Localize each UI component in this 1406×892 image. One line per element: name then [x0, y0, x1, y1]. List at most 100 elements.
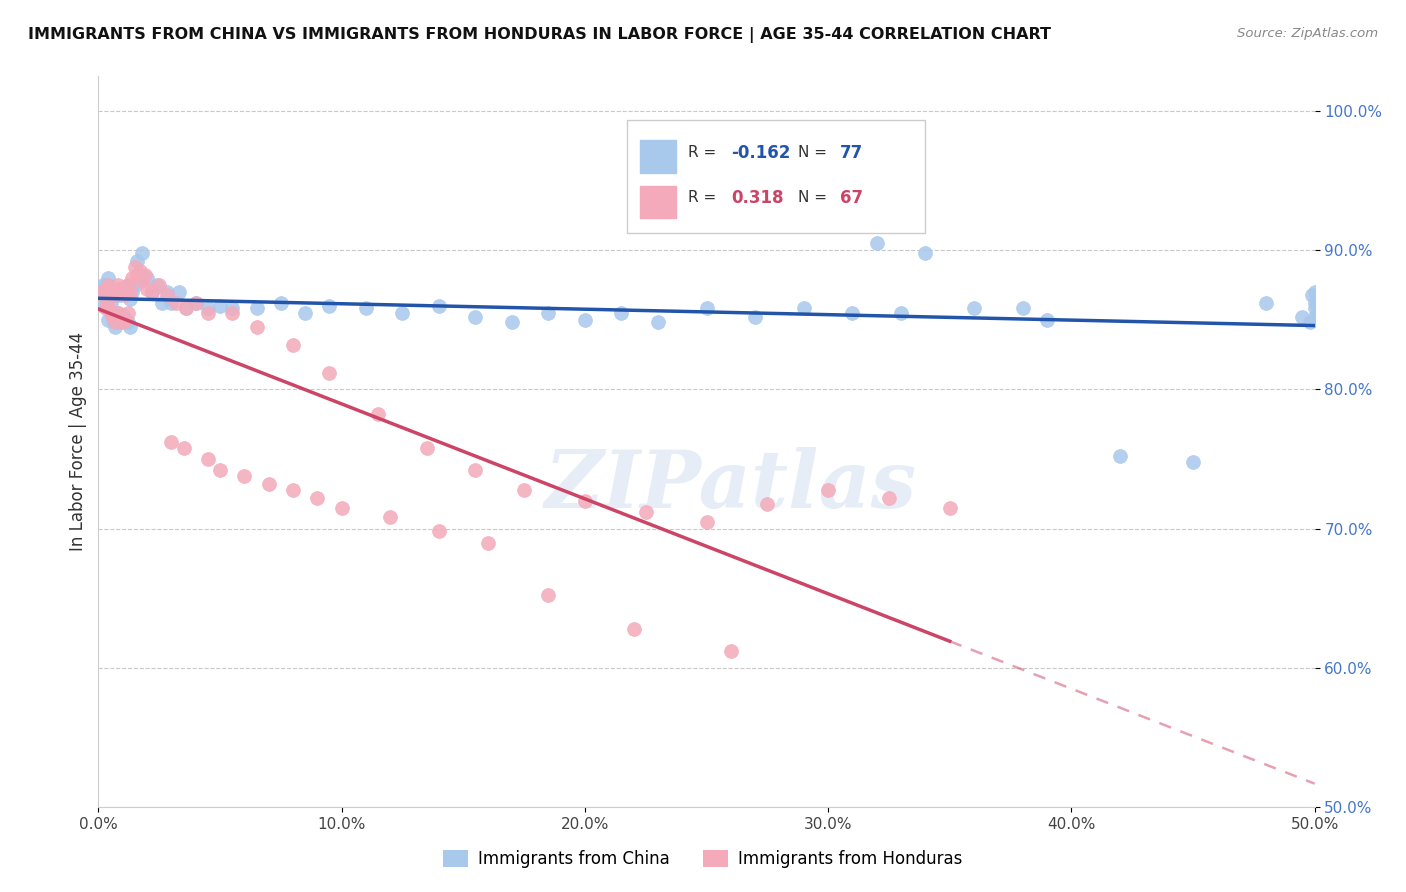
Point	[110, 282, 132, 296]
Point	[114, 312, 136, 326]
Point	[100, 282, 122, 296]
Point	[1303, 310, 1326, 324]
Point	[114, 287, 136, 301]
Point	[209, 463, 232, 477]
Point	[330, 500, 353, 515]
Point	[94, 282, 117, 296]
Point	[513, 483, 536, 497]
Point	[101, 285, 124, 299]
Text: 77: 77	[841, 144, 863, 161]
Point	[1291, 310, 1313, 324]
Point	[380, 510, 402, 524]
Point	[696, 515, 718, 529]
Point	[128, 270, 150, 285]
Point	[104, 287, 127, 301]
Point	[111, 280, 134, 294]
Point	[793, 301, 815, 316]
Point	[97, 312, 120, 326]
Point	[634, 505, 657, 519]
Point	[197, 306, 219, 320]
Point	[464, 463, 486, 477]
Point	[756, 497, 779, 511]
Point	[136, 282, 159, 296]
Text: IMMIGRANTS FROM CHINA VS IMMIGRANTS FROM HONDURAS IN LABOR FORCE | AGE 35-44 COR: IMMIGRANTS FROM CHINA VS IMMIGRANTS FROM…	[28, 27, 1052, 43]
Point	[281, 337, 304, 351]
Point	[416, 441, 439, 455]
Point	[197, 301, 219, 316]
Point	[100, 296, 122, 310]
Point	[141, 285, 163, 299]
Point	[107, 306, 129, 320]
Point	[110, 287, 132, 301]
Point	[877, 491, 900, 505]
Point	[427, 524, 450, 539]
Text: N =: N =	[797, 191, 831, 205]
Point	[318, 299, 340, 313]
Point	[131, 245, 153, 260]
Point	[233, 468, 256, 483]
Point	[367, 408, 389, 422]
Point	[318, 366, 340, 380]
Point	[245, 301, 267, 316]
Point	[281, 483, 304, 497]
Point	[117, 277, 139, 292]
Point	[114, 285, 136, 299]
Point	[104, 319, 127, 334]
Point	[127, 254, 149, 268]
Point	[94, 277, 117, 292]
Point	[165, 296, 187, 310]
Point	[134, 268, 156, 282]
Point	[1182, 455, 1205, 469]
Point	[391, 306, 413, 320]
Point	[744, 310, 766, 324]
Point	[174, 301, 197, 316]
Point	[1303, 296, 1326, 310]
Y-axis label: In Labor Force | Age 35-44: In Labor Force | Age 35-44	[69, 332, 87, 551]
Point	[160, 296, 183, 310]
Point	[111, 309, 134, 323]
Text: R =: R =	[689, 191, 721, 205]
Point	[97, 270, 120, 285]
Point	[100, 306, 122, 320]
Point	[354, 301, 377, 316]
Point	[117, 306, 139, 320]
Point	[1011, 301, 1033, 316]
Point	[720, 644, 742, 658]
Point	[107, 282, 129, 296]
Text: ZIPatlas: ZIPatlas	[544, 447, 917, 524]
Point	[939, 500, 962, 515]
Point	[114, 312, 136, 326]
Point	[110, 310, 132, 324]
Point	[1299, 315, 1322, 329]
Point	[623, 622, 645, 636]
Point	[1303, 301, 1326, 316]
Legend: Immigrants from China, Immigrants from Honduras: Immigrants from China, Immigrants from H…	[434, 842, 972, 877]
Point	[245, 319, 267, 334]
Point	[150, 296, 173, 310]
Point	[90, 285, 112, 299]
Point	[100, 306, 122, 320]
Point	[866, 235, 889, 250]
Point	[155, 285, 177, 299]
Point	[146, 277, 169, 292]
Point	[118, 292, 141, 306]
Point	[537, 589, 560, 603]
Point	[101, 310, 124, 324]
Point	[121, 285, 143, 299]
Point	[464, 310, 486, 324]
Text: -0.162: -0.162	[731, 144, 790, 161]
Point	[131, 274, 153, 288]
Point	[1254, 296, 1277, 310]
Point	[270, 296, 292, 310]
Point	[294, 306, 316, 320]
Point	[184, 296, 207, 310]
Point	[174, 301, 197, 316]
Point	[184, 296, 207, 310]
Point	[107, 306, 129, 320]
Point	[914, 245, 936, 260]
Point	[148, 277, 170, 292]
Point	[97, 277, 120, 292]
Point	[141, 285, 163, 299]
Point	[696, 301, 718, 316]
Point	[574, 493, 596, 508]
